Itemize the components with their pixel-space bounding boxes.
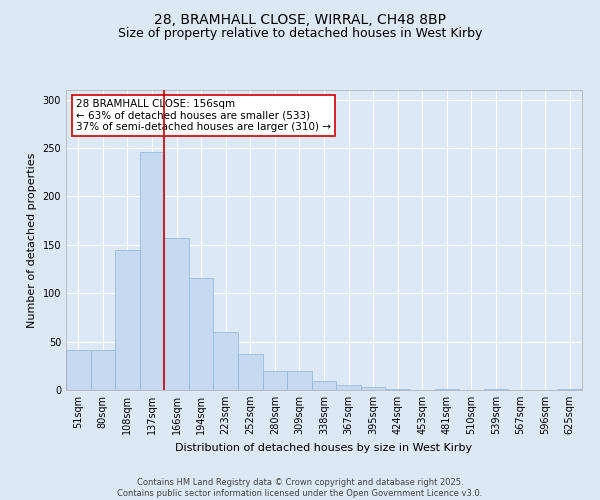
Bar xyxy=(336,385,361,390)
Bar xyxy=(287,370,312,390)
Bar xyxy=(434,389,459,390)
Bar xyxy=(484,389,508,390)
Bar xyxy=(91,350,115,390)
Bar xyxy=(214,332,238,390)
Bar xyxy=(312,382,336,390)
Text: 28, BRAMHALL CLOSE, WIRRAL, CH48 8BP: 28, BRAMHALL CLOSE, WIRRAL, CH48 8BP xyxy=(154,12,446,26)
Text: Size of property relative to detached houses in West Kirby: Size of property relative to detached ho… xyxy=(118,28,482,40)
Bar xyxy=(140,152,164,390)
Text: 28 BRAMHALL CLOSE: 156sqm
← 63% of detached houses are smaller (533)
37% of semi: 28 BRAMHALL CLOSE: 156sqm ← 63% of detac… xyxy=(76,99,331,132)
Bar xyxy=(66,350,91,390)
Bar xyxy=(361,387,385,390)
Bar xyxy=(115,250,140,390)
Bar xyxy=(557,389,582,390)
Text: Contains HM Land Registry data © Crown copyright and database right 2025.
Contai: Contains HM Land Registry data © Crown c… xyxy=(118,478,482,498)
Bar xyxy=(385,389,410,390)
Bar xyxy=(189,278,214,390)
Bar xyxy=(238,354,263,390)
Bar xyxy=(263,370,287,390)
Bar xyxy=(164,238,189,390)
X-axis label: Distribution of detached houses by size in West Kirby: Distribution of detached houses by size … xyxy=(175,442,473,452)
Y-axis label: Number of detached properties: Number of detached properties xyxy=(27,152,37,328)
